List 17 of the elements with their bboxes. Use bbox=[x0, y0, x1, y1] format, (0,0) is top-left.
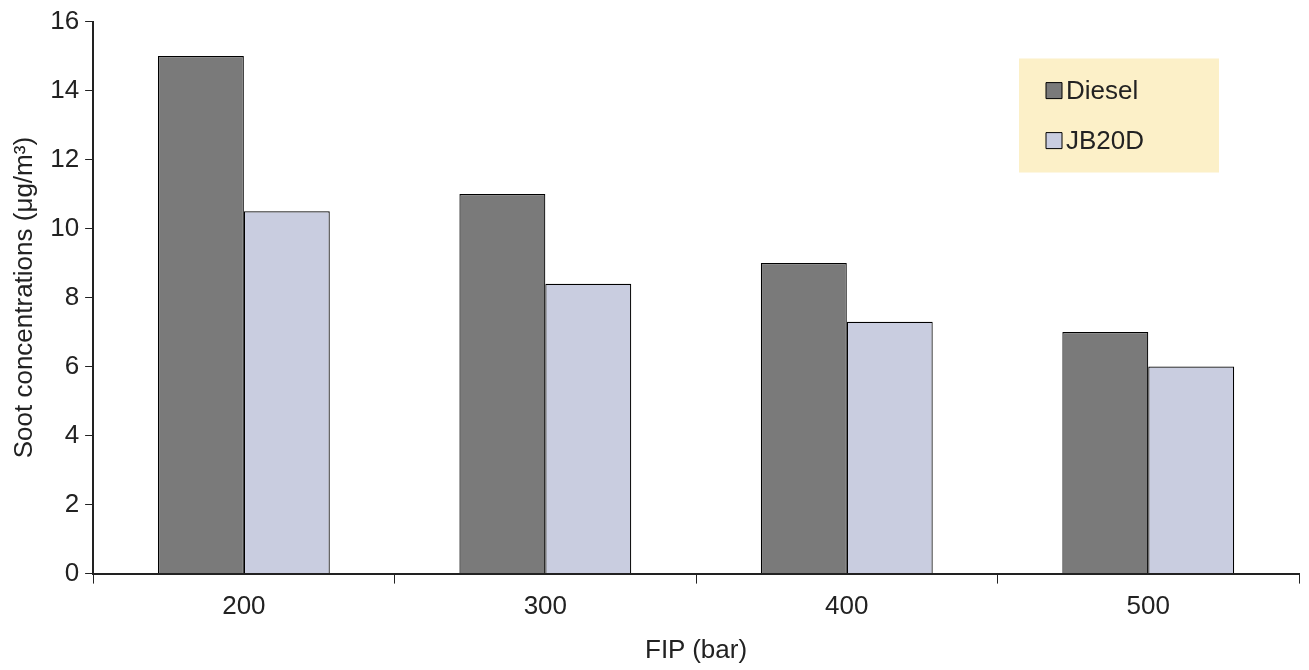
y-tick-label: 16 bbox=[50, 4, 80, 35]
y-tick-label: 4 bbox=[64, 418, 80, 449]
y-tick-label: 6 bbox=[64, 349, 80, 380]
y-tick-label: 14 bbox=[50, 73, 80, 104]
x-tick-label: 400 bbox=[825, 590, 869, 621]
y-tick-label: 0 bbox=[64, 556, 80, 587]
x-tick-label: 200 bbox=[222, 590, 266, 621]
x-tick-label: 300 bbox=[523, 590, 568, 621]
legend-label: JB20D bbox=[1066, 124, 1145, 155]
y-tick-label: 8 bbox=[64, 280, 80, 311]
legend-label: Diesel bbox=[1066, 74, 1139, 105]
y-tick-label: 12 bbox=[50, 142, 80, 173]
x-tick-label: 500 bbox=[1126, 590, 1170, 621]
y-tick-label: 10 bbox=[50, 211, 80, 242]
y-tick-label: 2 bbox=[64, 487, 80, 518]
x-axis-title: FIP (bar) bbox=[645, 633, 748, 664]
y-axis-title: Soot concentrations (μg/m³) bbox=[7, 136, 38, 459]
